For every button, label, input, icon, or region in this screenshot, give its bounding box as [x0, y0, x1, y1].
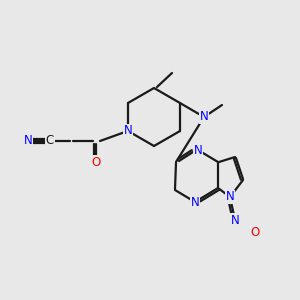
Text: N: N — [226, 190, 234, 203]
Text: N: N — [24, 134, 32, 148]
Text: N: N — [124, 124, 132, 137]
Text: N: N — [231, 214, 239, 226]
Text: N: N — [194, 143, 202, 157]
Text: C: C — [46, 134, 54, 148]
Text: N: N — [200, 110, 208, 124]
Text: O: O — [250, 226, 260, 239]
Text: O: O — [92, 155, 100, 169]
Text: N: N — [190, 196, 200, 208]
